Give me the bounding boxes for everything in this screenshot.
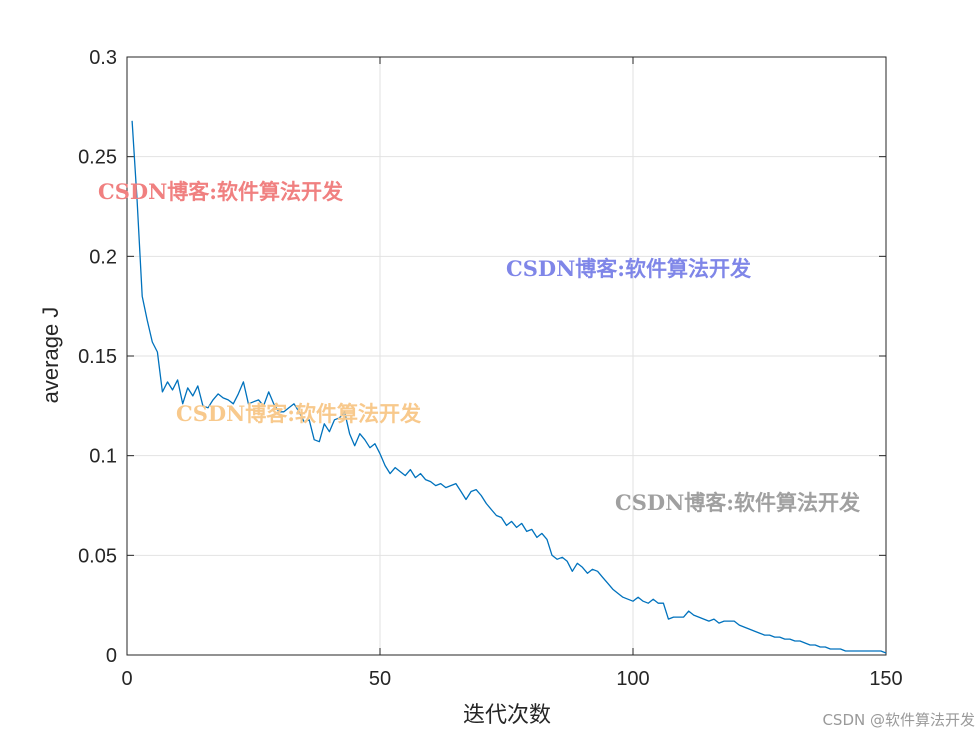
y-tick-label: 0.2 [89, 246, 117, 268]
x-axis-label: 迭代次数 [463, 702, 551, 727]
y-tick-label: 0.1 [89, 446, 117, 468]
x-tick-label: 0 [121, 668, 132, 690]
watermark-2: CSDN博客:软件算法开发 [506, 256, 752, 281]
x-tick-label: 50 [369, 668, 391, 690]
y-axis-label: average J [38, 307, 63, 404]
y-tick-label: 0.25 [78, 147, 117, 169]
y-tick-label: 0 [106, 645, 117, 667]
axis-ticks: 0 50 100 150 0 0.05 0.1 0.15 0.2 0.25 0.3 [78, 47, 903, 690]
watermark-4: CSDN博客:软件算法开发 [615, 490, 861, 515]
x-tick-label: 100 [616, 668, 649, 690]
series-line [131, 120, 887, 654]
x-tick-label: 150 [869, 668, 902, 690]
y-tick-label: 0.3 [89, 47, 117, 69]
y-tick-label: 0.15 [78, 346, 117, 368]
watermark-1: CSDN博客:软件算法开发 [98, 179, 344, 204]
y-tick-label: 0.05 [78, 545, 117, 567]
grid-lines [126, 56, 887, 656]
csdn-credit: CSDN @软件算法开发 [822, 711, 975, 729]
series-group [131, 120, 887, 654]
watermark-3: CSDN博客:软件算法开发 [176, 401, 422, 426]
